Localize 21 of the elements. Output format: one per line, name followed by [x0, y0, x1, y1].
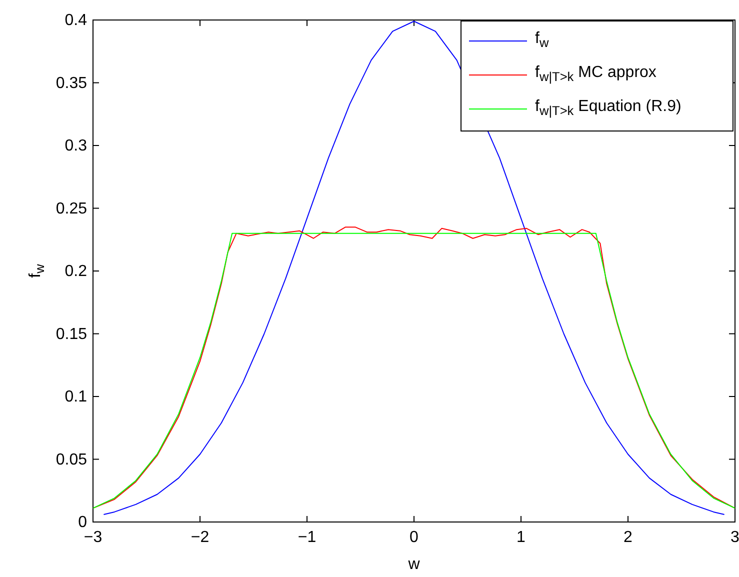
- y-tick-label: 0.2: [64, 263, 88, 280]
- x-tick-label: −1: [298, 529, 316, 546]
- y-tick-label: 0.15: [56, 326, 88, 343]
- x-tick-label: 1: [516, 529, 526, 546]
- legend-label: f$_{w|T>k}$ MC approx: [535, 64, 656, 84]
- y-tick-label: 0.25: [56, 200, 88, 218]
- x-tick-label: −2: [190, 529, 210, 546]
- y-tick-label: 0.35: [56, 74, 88, 92]
- x-tick-label: −3: [84, 529, 102, 546]
- line-series: [103, 20, 725, 515]
- x-axis-title: w: [407, 556, 420, 573]
- y-tick-label: 0.3: [64, 138, 88, 154]
- x-tick-label: 2: [624, 529, 633, 546]
- y-tick-label: 0: [78, 514, 88, 531]
- legend-label: f$_{w}$: [535, 30, 550, 50]
- legend-label: f$_{w|T>k}$ Equation (R.9): [535, 98, 682, 118]
- y-tick-label: 0.05: [56, 451, 88, 468]
- x-tick-label: 3: [730, 529, 739, 546]
- y-tick-label: 0.4: [64, 12, 88, 29]
- x-tick-label: 0: [410, 529, 419, 546]
- y-tick-label: 0.1: [64, 388, 88, 406]
